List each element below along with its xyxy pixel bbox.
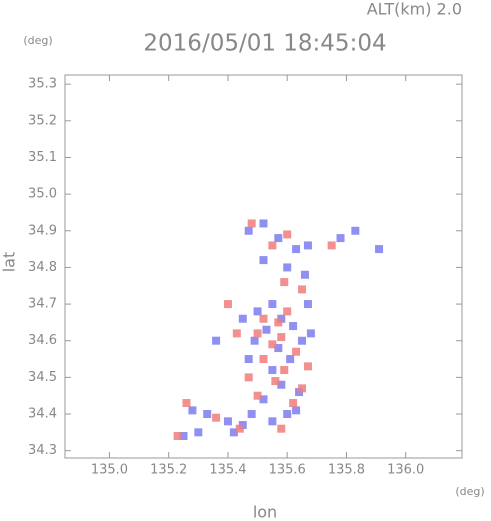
radar-cell: [259, 219, 268, 228]
radar-cell: [173, 432, 182, 441]
y-tick-label: 35.3: [28, 77, 57, 92]
radar-cell: [283, 230, 292, 239]
radar-cell: [375, 245, 384, 254]
radar-cell: [280, 278, 289, 287]
radar-cell: [280, 366, 289, 375]
radar-cell: [268, 300, 277, 309]
x-tick-label: 135.8: [328, 463, 365, 478]
y-tick-label: 34.7: [28, 297, 57, 312]
radar-cell: [274, 234, 283, 243]
y-tick-label: 34.9: [28, 223, 57, 238]
radar-cell: [336, 234, 345, 243]
subtitle: ALT(km) 2.0: [367, 0, 462, 19]
y-tick-label: 34.3: [28, 443, 57, 458]
radar-cell: [212, 336, 221, 345]
radar-cell: [289, 322, 298, 331]
radar-cell: [277, 333, 286, 342]
radar-cell: [303, 362, 312, 371]
x-tick-label: 135.6: [269, 463, 306, 478]
radar-cell: [262, 325, 271, 334]
radar-cell: [292, 347, 301, 356]
radar-cell: [271, 377, 280, 386]
radar-cell: [250, 336, 259, 345]
radar-cell: [238, 314, 247, 323]
radar-cell: [244, 355, 253, 364]
radar-cell: [229, 428, 238, 437]
x-unit: (deg): [455, 485, 484, 498]
radar-cell: [253, 391, 262, 400]
radar-cell: [235, 424, 244, 433]
y-tick-label: 35.0: [28, 187, 57, 202]
radar-cell: [253, 307, 262, 316]
radar-cell: [188, 406, 197, 415]
x-axis-label: lon: [253, 503, 277, 521]
radar-cell: [268, 241, 277, 250]
radar-cell: [223, 417, 232, 426]
radar-cell: [277, 424, 286, 433]
radar-cell: [303, 241, 312, 250]
radar-cell: [212, 413, 221, 422]
radar-cell: [182, 399, 191, 408]
y-tick-label: 34.8: [28, 260, 57, 275]
radar-cell: [179, 432, 188, 441]
x-tick-label: 136.0: [387, 463, 424, 478]
radar-cell: [253, 329, 262, 338]
y-tick-label: 35.1: [28, 150, 57, 165]
radar-cell: [232, 329, 241, 338]
radar-cell: [292, 406, 301, 415]
radar-cell: [327, 241, 336, 250]
y-tick-label: 35.2: [28, 113, 57, 128]
x-tick-label: 135.2: [150, 463, 187, 478]
chart-title: 2016/05/01 18:45:04: [143, 31, 386, 57]
radar-cell: [292, 245, 301, 254]
radar-cell: [289, 399, 298, 408]
radar-cell: [223, 300, 232, 309]
radar-cell: [259, 256, 268, 265]
radar-cell: [268, 366, 277, 375]
radar-cell: [259, 314, 268, 323]
radar-cell: [303, 300, 312, 309]
radar-cell: [194, 428, 203, 437]
radar-cell: [300, 270, 309, 279]
y-axis-label: lat: [0, 252, 19, 273]
radar-cell: [286, 355, 295, 364]
y-unit: (deg): [23, 34, 52, 47]
radar-cell: [268, 417, 277, 426]
radar-cell: [283, 307, 292, 316]
radar-cell: [298, 336, 307, 345]
y-tick-label: 34.4: [28, 407, 57, 422]
radar-cell: [274, 318, 283, 327]
radar-cell: [283, 410, 292, 419]
plot-frame: [64, 74, 463, 459]
radar-cell: [274, 344, 283, 353]
radar-cell: [283, 263, 292, 272]
y-tick-label: 34.6: [28, 333, 57, 348]
radar-cell: [244, 373, 253, 382]
radar-cell: [247, 219, 256, 228]
x-tick-label: 135.4: [209, 463, 246, 478]
radar-cell: [351, 226, 360, 235]
radar-cell: [203, 410, 212, 419]
radar-cell: [298, 384, 307, 393]
radar-cell: [247, 410, 256, 419]
radar-cell: [277, 380, 286, 389]
radar-cell: [268, 340, 277, 349]
radar-cell: [306, 329, 315, 338]
radar-cell: [259, 355, 268, 364]
y-tick-label: 34.5: [28, 370, 57, 385]
radar-cell: [298, 285, 307, 294]
radar-cell: [259, 395, 268, 404]
x-tick-label: 135.0: [91, 463, 128, 478]
radar-cell: [244, 226, 253, 235]
